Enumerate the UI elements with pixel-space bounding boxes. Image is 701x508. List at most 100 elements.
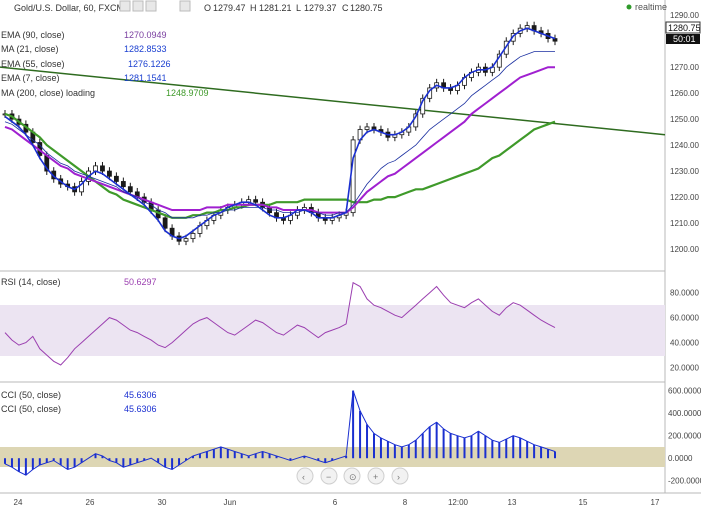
chevron-right-icon[interactable] (391, 467, 409, 485)
legend-value-ema7: 1281.1541 (124, 73, 167, 83)
time-tick-label: 24 (14, 498, 23, 507)
cci-tick-label: 600.0000 (668, 387, 701, 396)
cci-tick-label: 400.0000 (668, 409, 701, 418)
ohlc-low-label: L (296, 3, 301, 13)
ohlc-open-label: O (204, 3, 211, 13)
rsi-tick-label: 40.0000 (670, 339, 699, 348)
symbol-title: Gold/U.S. Dollar, 60, FXCM (14, 3, 124, 13)
svg-text:−: − (326, 472, 331, 482)
cci-label-2: CCI (50, close) (1, 404, 61, 414)
ema7-line (4, 27, 556, 240)
zoom-out-icon[interactable] (320, 467, 338, 485)
candle-body (183, 238, 189, 242)
candle-body (120, 181, 126, 188)
candle-body (100, 165, 105, 172)
time-tick-label: 8 (403, 498, 408, 507)
candle-body (113, 175, 119, 182)
ema55-line (4, 51, 555, 219)
rsi-panel (4, 281, 556, 366)
eye-icon[interactable] (132, 0, 144, 12)
settings-icon[interactable] (119, 0, 131, 12)
rsi-label: RSI (14, close) (1, 277, 61, 287)
chevron-left-icon[interactable] (296, 467, 314, 485)
bar-timer-value: 50:01 (673, 34, 696, 44)
realtime-label: realtime (635, 2, 667, 12)
candle-body (79, 181, 84, 193)
svg-text:+: + (373, 472, 378, 482)
candle-body (162, 217, 168, 229)
rsi-tick-label: 60.0000 (670, 314, 699, 323)
realtime-dot-icon (626, 4, 632, 10)
price-panel (0, 21, 666, 246)
candle-body (190, 233, 196, 240)
ema90-line (4, 66, 555, 214)
time-tick-label: 6 (333, 498, 338, 507)
svg-text:‹: ‹ (302, 472, 305, 482)
price-tick-label: 1200.00 (670, 245, 699, 254)
cci-value-2: 45.6306 (124, 404, 157, 414)
zoom-in-icon[interactable] (367, 467, 385, 485)
time-tick-label: 30 (158, 498, 167, 507)
time-tick-label: 17 (651, 498, 660, 507)
cci-tick-label: -200.0000 (668, 477, 701, 486)
ohlc-high-value: 1281.21 (259, 3, 292, 13)
reset-icon[interactable] (343, 467, 361, 485)
svg-text:⊙: ⊙ (349, 472, 357, 482)
price-tick-label: 1240.00 (670, 141, 699, 150)
candle-body (107, 170, 112, 177)
legend-value-ema55: 1276.1226 (128, 59, 171, 69)
legend-value-ma200: 1248.9709 (166, 88, 209, 98)
legend-value-ma21: 1282.8533 (124, 44, 167, 54)
ohlc-low-value: 1279.37 (304, 3, 337, 13)
price-tick-label: 1290.00 (670, 11, 699, 20)
axes: 1290.00 1270.00 1260.00 1250.00 1240.00 1230.… (14, 11, 701, 507)
rsi-value: 50.6297 (124, 277, 157, 287)
chart-nav[interactable]: ‹ − ⊙ + › (296, 467, 409, 485)
legend-label-ema7: EMA (7, close) (1, 73, 60, 83)
rsi-tick-label: 20.0000 (670, 364, 699, 373)
time-tick-label: 12:00 (448, 498, 469, 507)
price-tick-label: 1220.00 (670, 193, 699, 202)
price-tick-label: 1270.00 (670, 63, 699, 72)
trendline (0, 66, 666, 136)
svg-text:›: › (397, 472, 400, 482)
ohlc-high-label: H (250, 3, 257, 13)
cci-line (4, 390, 556, 476)
legend-label-ma200: MA (200, close) loading (1, 88, 95, 98)
price-tick-label: 1210.00 (670, 219, 699, 228)
header-controls[interactable] (119, 0, 191, 12)
legend-value-ema90: 1270.0949 (124, 30, 167, 40)
cci-band (0, 447, 665, 467)
rsi-line (4, 281, 556, 366)
last-price-badge (665, 21, 701, 34)
time-tick-label: 15 (579, 498, 588, 507)
legend-label-ma21: MA (21, close) (1, 44, 59, 54)
indicator-legend: EMA (90, close) 1270.0949 MA (21, close)… (1, 30, 209, 98)
cci-value-1: 45.6306 (124, 390, 157, 400)
candle-body (253, 199, 259, 203)
legend-label-ema90: EMA (90, close) (1, 30, 65, 40)
price-tick-label: 1250.00 (670, 115, 699, 124)
rsi-tick-label: 80.0000 (670, 289, 699, 298)
last-price-value: 1280.75 (668, 23, 701, 33)
cci-panel (4, 390, 556, 476)
legend-label-ema55: EMA (55, close) (1, 59, 65, 69)
more-icon[interactable] (179, 0, 191, 12)
cci-tick-label: 200.0000 (668, 432, 701, 441)
cci-tick-label: 0.0000 (668, 454, 693, 463)
ohlc-close-value: 1280.75 (350, 3, 383, 13)
candle-body (364, 126, 370, 130)
time-tick-label: Jun (224, 498, 237, 507)
price-tick-label: 1230.00 (670, 167, 699, 176)
ohlc-close-label: C (342, 3, 349, 13)
ohlc-open-value: 1279.47 (213, 3, 246, 13)
price-tick-label: 1260.00 (670, 89, 699, 98)
time-tick-label: 13 (508, 498, 517, 507)
candle-body (127, 186, 133, 193)
time-tick-label: 26 (86, 498, 95, 507)
close-icon[interactable] (145, 0, 157, 12)
candle-body (552, 38, 558, 42)
cci-label-1: CCI (50, close) (1, 390, 61, 400)
ma200-line (4, 112, 556, 219)
